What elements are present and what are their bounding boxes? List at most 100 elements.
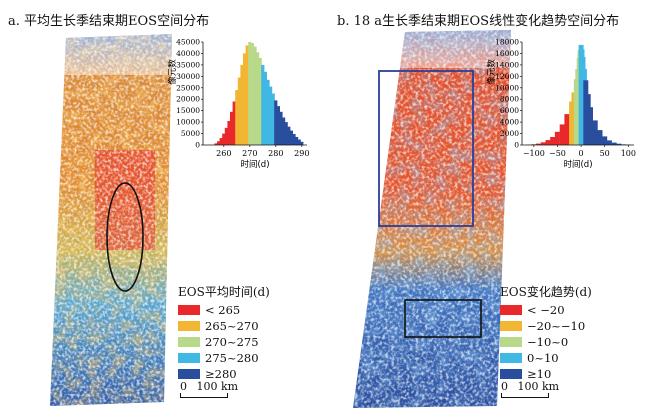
- histogram-bar: [266, 79, 270, 145]
- legend-b-title: EOS变化趋势(d): [500, 285, 592, 299]
- legend-item: 265~270: [178, 319, 270, 333]
- legend-label: −10~0: [527, 335, 569, 349]
- histogram-bar: [545, 140, 551, 145]
- histogram-bar: [224, 127, 228, 145]
- y-tick-label: 8000: [500, 95, 519, 104]
- histogram-bar: [295, 137, 299, 145]
- legend-item: ≥280: [178, 367, 270, 381]
- legend-swatch: [500, 369, 522, 379]
- legend-label: 270~275: [205, 335, 259, 349]
- histogram-bar: [232, 101, 236, 145]
- x-axis-label: 时间(d): [563, 159, 592, 170]
- histogram-bar: [597, 130, 603, 145]
- histogram-bar: [554, 131, 560, 145]
- histogram-bar: [256, 52, 260, 145]
- x-tick-label: 100: [621, 149, 636, 158]
- legend-b: EOS变化趋势(d) < −20 −20~−10 −10~0 0~10 ≥10: [500, 283, 592, 383]
- legend-item: < 265: [178, 303, 270, 317]
- histogram-bar: [235, 90, 239, 145]
- y-tick-label: 18000: [495, 38, 519, 47]
- legend-swatch: [178, 369, 200, 379]
- x-tick-label: −100: [523, 149, 545, 158]
- x-tick-label: 0: [579, 149, 584, 158]
- legend-label: < −20: [527, 303, 565, 317]
- upper-highlight-box: [378, 70, 474, 227]
- legend-label: 0~10: [527, 351, 559, 365]
- panel-b-title: b. 18 a生长季结束期EOS线性变化趋势空间分布: [337, 14, 620, 29]
- legend-label: 275~280: [205, 351, 259, 365]
- highlight-ellipse: [106, 182, 144, 292]
- y-tick-label: 5000: [181, 129, 200, 138]
- histogram-bar: [287, 126, 291, 145]
- y-tick-label: 4000: [500, 118, 519, 127]
- legend-swatch: [500, 353, 522, 363]
- legend-item: 275~280: [178, 351, 270, 365]
- histogram-bar: [269, 86, 273, 145]
- histogram-bar: [250, 43, 254, 145]
- legend-item: 0~10: [500, 351, 592, 365]
- y-tick-label: 10000: [176, 118, 200, 127]
- y-tick-label: 14000: [495, 60, 519, 69]
- x-tick-label: 260: [216, 149, 231, 158]
- histogram-bar: [274, 100, 278, 145]
- histogram-bar: [245, 45, 249, 145]
- legend-swatch: [500, 321, 522, 331]
- x-axis-label: 时间(d): [240, 159, 269, 170]
- legend-swatch: [500, 305, 522, 315]
- histogram-bar: [248, 42, 252, 145]
- legend-item: < −20: [500, 303, 592, 317]
- legend-label: ≥280: [205, 367, 237, 381]
- histogram-bar: [227, 121, 231, 145]
- histogram-bar: [240, 64, 244, 145]
- legend-item: −10~0: [500, 335, 592, 349]
- lower-highlight-box: [404, 299, 482, 338]
- histogram-bar: [261, 64, 265, 145]
- histogram-bar: [271, 93, 275, 145]
- histogram-bar: [258, 58, 262, 145]
- histogram-bar: [564, 114, 570, 145]
- histogram-bar: [289, 130, 293, 145]
- y-tick-label: 16000: [495, 49, 519, 58]
- histogram-bar: [606, 140, 612, 145]
- histogram-bar: [300, 141, 304, 145]
- histogram-bar: [214, 143, 218, 145]
- histogram-bar: [279, 111, 283, 145]
- legend-label: 265~270: [205, 319, 259, 333]
- y-tick-label: 35000: [176, 60, 200, 69]
- x-tick-label: −50: [549, 149, 566, 158]
- legend-a: EOS平均时间(d) < 265 265~270 270~275 275~280 ≥28…: [178, 283, 270, 383]
- histogram-bar: [230, 111, 234, 145]
- histogram-bar: [263, 71, 267, 145]
- legend-swatch: [178, 321, 200, 331]
- legend-label: < 265: [205, 303, 241, 317]
- histogram-bar: [292, 134, 296, 145]
- x-tick-label: 280: [268, 149, 283, 158]
- scale-length-label: 100 km: [517, 380, 560, 393]
- histogram-bar: [253, 46, 257, 145]
- panel-b: b. 18 a生长季结束期EOS线性变化趋势空间分布: [325, 0, 650, 417]
- panel-a-title: a. 平均生长季结束期EOS空间分布: [8, 14, 210, 29]
- y-tick-label: 2000: [500, 129, 519, 138]
- y-tick-label: 0: [195, 141, 200, 150]
- legend-a-title: EOS平均时间(d): [178, 285, 270, 299]
- histogram-bar: [550, 137, 556, 145]
- x-tick-label: 270: [242, 149, 257, 158]
- y-tick-label: 10000: [495, 83, 519, 92]
- histogram-bar: [536, 143, 541, 145]
- histogram-a: 0 5000 10000 15000 20000 25000 30000 35000 40000…: [167, 38, 309, 171]
- legend-swatch: [500, 337, 522, 347]
- panel-a: a. 平均生长季结束期EOS空间分布: [8, 14, 309, 406]
- y-axis-label: 像元数: [167, 59, 178, 85]
- histogram-bar: [282, 117, 286, 145]
- legend-label: ≥10: [527, 367, 552, 381]
- y-tick-label: 20000: [176, 95, 200, 104]
- panel-a-map: [50, 34, 172, 406]
- scale-zero-label: 0: [180, 380, 187, 393]
- y-tick-label: 0: [514, 141, 519, 150]
- y-tick-label: 12000: [495, 72, 519, 81]
- legend-swatch: [178, 353, 200, 363]
- scale-bar-line: [501, 393, 549, 398]
- x-tick-label: 290: [294, 149, 309, 158]
- histogram-bar: [592, 120, 598, 145]
- panel-b-map: [353, 30, 511, 408]
